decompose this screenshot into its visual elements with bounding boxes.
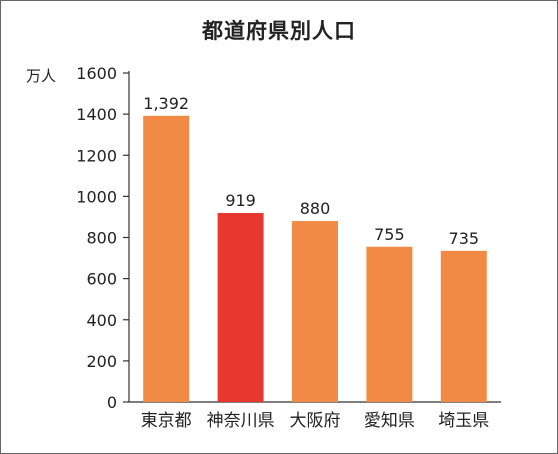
x-tick-label-0: 東京都 (141, 411, 192, 431)
x-tick-label-4: 埼玉県 (438, 411, 489, 431)
y-tick-label-0: 0 (107, 393, 117, 412)
y-tick-label-6: 1200 (76, 146, 117, 165)
bar-1 (217, 213, 264, 402)
bar-value-label-0: 1,392 (143, 94, 189, 113)
labels: 万人 0 200 400 600 800 1000 1200 1400 1600 1,392 東京都 9… (26, 64, 489, 431)
y-tick-label-8: 1600 (76, 64, 117, 83)
bar-3 (366, 246, 413, 402)
bars (143, 115, 487, 403)
x-tick-label-2: 大阪府 (290, 411, 341, 431)
bar-value-label-2: 880 (300, 199, 331, 218)
y-tick-label-2: 400 (86, 311, 117, 330)
y-tick-label-3: 600 (86, 270, 117, 289)
bar-0 (143, 115, 190, 403)
y-tick-label-1: 200 (86, 352, 117, 371)
y-tick-label-5: 1000 (76, 187, 117, 206)
bar-value-label-3: 755 (374, 225, 405, 244)
bar-4 (440, 250, 487, 402)
x-tick-label-1: 神奈川県 (207, 411, 275, 431)
chart-title: 都道府県別人口 (202, 19, 356, 43)
bar-value-label-4: 735 (449, 229, 480, 248)
y-tick-label-7: 1400 (76, 105, 117, 124)
bar-value-label-1: 919 (225, 191, 256, 210)
y-tick-label-4: 800 (86, 229, 117, 248)
bar-2 (292, 221, 338, 402)
x-tick-label-3: 愛知県 (364, 411, 415, 431)
y-axis-label: 万人 (26, 67, 56, 85)
